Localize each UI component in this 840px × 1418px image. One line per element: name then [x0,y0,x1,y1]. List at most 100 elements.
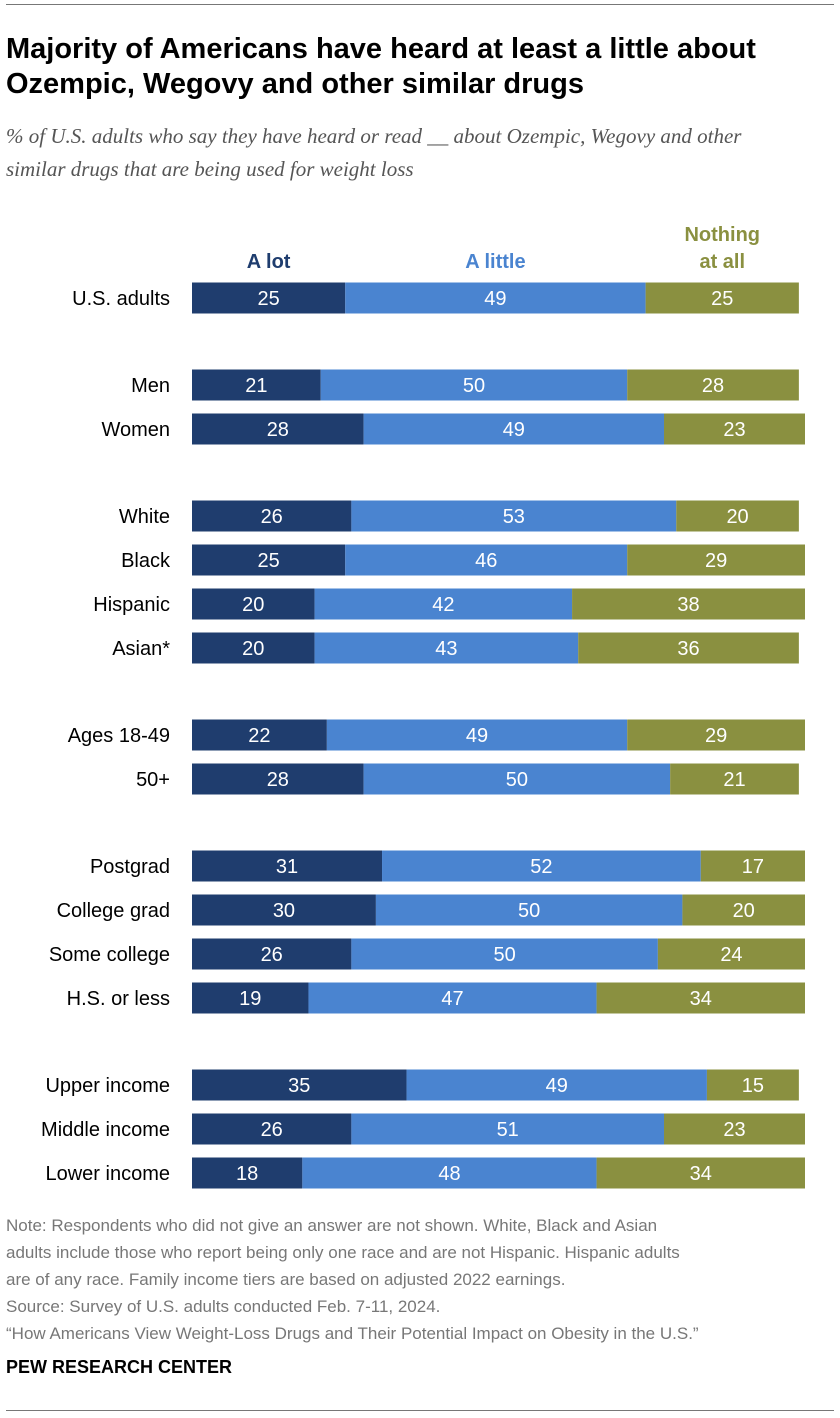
chart-subtitle: % of U.S. adults who say they have heard… [6,124,742,181]
data-label: 20 [726,506,748,528]
bar-segment [192,413,364,445]
bar-segment [657,938,805,970]
bar-segment [406,1069,707,1101]
data-label: 34 [690,1163,712,1185]
data-label: 20 [242,638,264,660]
data-label: 49 [466,725,488,747]
data-label: 28 [267,419,289,441]
data-label: 50 [506,769,528,791]
category-label: H.S. or less [67,988,170,1010]
category-label: Ages 18-49 [68,725,170,747]
category-label: White [119,506,170,528]
data-label: 47 [441,988,463,1010]
bar-segment [192,938,352,970]
bar-segment [192,894,376,926]
data-label: 20 [242,594,264,616]
data-label: 42 [432,594,454,616]
legend-label: Nothing [684,224,760,246]
category-label: 50+ [136,769,170,791]
note-line: Note: Respondents who did not give an an… [6,1216,658,1235]
data-label: 28 [267,769,289,791]
bar-segment [192,763,364,795]
bar-segment [596,1157,805,1189]
bar-segment [645,282,799,314]
chart-notes: Note: Respondents who did not give an an… [6,1212,832,1347]
note-line: adults include those who report being on… [6,1243,680,1262]
data-label: 48 [438,1163,460,1185]
bar-segment [345,282,646,314]
bar-segment [375,894,683,926]
bar-segment [320,369,628,401]
category-label: Black [121,550,171,572]
data-label: 50 [463,375,485,397]
bar-segment [578,632,799,664]
bar-segment [363,763,671,795]
data-label: 49 [503,419,525,441]
category-label: Men [131,375,170,397]
source-note: Source: Survey of U.S. adults conducted … [6,1297,441,1316]
data-label: 49 [484,288,506,310]
data-label: 19 [239,988,261,1010]
data-label: 25 [711,288,733,310]
category-label: Asian* [112,638,170,660]
note-line: are of any race. Family income tiers are… [6,1270,566,1289]
bar-segment [314,632,579,664]
data-label: 25 [258,288,280,310]
bar-segment [192,369,321,401]
stacked-bar-chart: A lot A little Nothing at all U.S. adults 25 4… [41,224,805,1189]
data-label: 17 [742,856,764,878]
bar-segment [192,544,346,576]
data-label: 29 [705,725,727,747]
category-label: College grad [57,900,170,922]
bar-segment [192,588,315,620]
bar-segment [308,982,597,1014]
bar-segment [192,282,346,314]
bar-segment [363,413,665,445]
bar-segment [302,1157,597,1189]
bar-segment [664,413,805,445]
category-label: U.S. adults [72,288,170,310]
bar-segment [192,1157,303,1189]
bar-segment [351,1113,665,1145]
category-label: Lower income [45,1163,170,1185]
bar-segment [682,894,805,926]
data-label: 50 [518,900,540,922]
bar-segment [192,982,309,1014]
data-label: 26 [261,944,283,966]
data-label: 26 [261,506,283,528]
bar-segment [627,369,799,401]
data-label: 31 [276,856,298,878]
category-label: Women [101,419,170,441]
data-label: 28 [702,375,724,397]
data-label: 35 [288,1075,310,1097]
bar-segment [192,719,327,751]
category-label: Hispanic [93,594,170,616]
data-label: 50 [494,944,516,966]
legend-label: A lot [247,251,291,273]
bar-segment [351,938,658,970]
bar-segment [351,500,677,532]
bar-segment [706,1069,799,1101]
category-label: Postgrad [90,856,170,878]
bar-segment [326,719,628,751]
bar-segment [345,544,628,576]
data-label: 36 [677,638,699,660]
bar-segment [670,763,799,795]
data-label: 18 [236,1163,258,1185]
bar-segment [192,632,315,664]
data-label: 24 [720,944,742,966]
data-label: 53 [503,506,525,528]
data-label: 38 [677,594,699,616]
data-label: 46 [475,550,497,572]
data-label: 51 [497,1119,519,1141]
pew-logo-text: PEW RESEARCH CENTER [6,1357,233,1377]
bar-segment [664,1113,805,1145]
data-label: 52 [530,856,552,878]
data-label: 29 [705,550,727,572]
report-title-note: “How Americans View Weight-Loss Drugs an… [6,1324,699,1343]
data-label: 25 [258,550,280,572]
data-label: 49 [546,1075,568,1097]
data-label: 15 [742,1075,764,1097]
bar-segment [596,982,805,1014]
data-label: 20 [733,900,755,922]
